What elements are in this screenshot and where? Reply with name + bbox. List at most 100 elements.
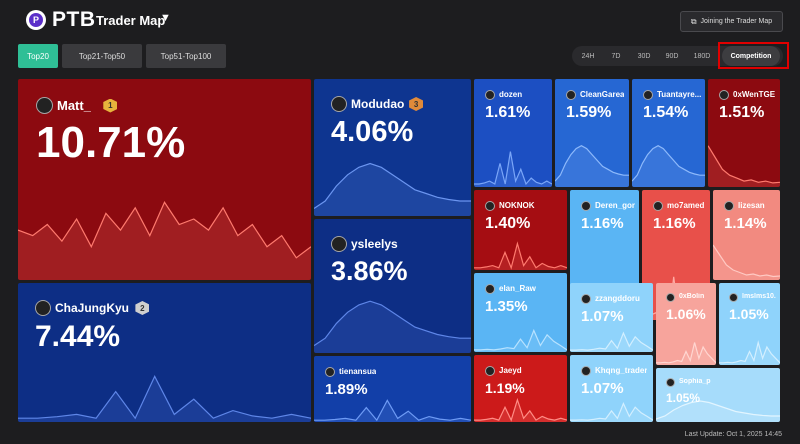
trader-tile-0xwentge[interactable]: 0xWenTGE 1.51%	[708, 79, 780, 187]
trader-name: ysleelys	[351, 237, 398, 251]
trader-name: Tuantayre...	[657, 90, 701, 99]
sparkline-area	[632, 145, 705, 187]
sparkline-line	[656, 342, 716, 364]
trader-tile-cleangarea[interactable]: CleanGarea 1.59%	[555, 79, 629, 187]
rank-badge-icon: 1	[103, 98, 118, 113]
sparkline-line	[314, 162, 471, 209]
tab-top21-top50[interactable]: Top21-Top50	[62, 44, 142, 68]
sparkline-line	[18, 201, 311, 259]
avatar	[581, 201, 591, 211]
tab-top51-top100[interactable]: Top51-Top100	[146, 44, 226, 68]
trader-tile-dozen[interactable]: dozen 1.61%	[474, 79, 552, 187]
trader-return-percent: 1.16%	[581, 215, 624, 232]
trader-tile-modudao[interactable]: Modudao 3 4.06%	[314, 79, 471, 216]
period-7d[interactable]: 7D	[611, 52, 621, 60]
trader-return-percent: 1.89%	[325, 381, 368, 398]
sparkline-chart	[656, 342, 716, 365]
sparkline-line	[570, 401, 653, 421]
trader-tile-ysleelys[interactable]: ysleelys 3.86%	[314, 219, 471, 353]
trader-return-percent: 1.61%	[485, 104, 531, 121]
trader-tile-elan-raw[interactable]: elan_Raw 1.35%	[474, 273, 567, 352]
trader-name: Sophia_p	[679, 378, 711, 385]
trader-return-percent: 1.40%	[485, 215, 531, 232]
sparkline-chart	[555, 145, 629, 187]
header: P PTB Trader Map ▼ ⧉ Joining the Trader …	[0, 0, 800, 40]
period-30d[interactable]: 30D	[637, 52, 651, 60]
trader-tile-khqng-trader[interactable]: Khqng_trader 1.07%	[570, 355, 653, 422]
rank-badge-icon: 2	[135, 301, 150, 315]
trader-return-percent: 10.71%	[36, 118, 186, 167]
sparkline-line	[656, 400, 780, 420]
trader-name: NOKNOK	[499, 201, 535, 210]
trader-name: Khqng_trader	[595, 366, 648, 375]
sparkline-line	[555, 145, 629, 182]
sparkline-area	[656, 401, 780, 422]
avatar	[643, 90, 653, 100]
sparkline-area	[314, 163, 471, 216]
sparkline-line	[632, 145, 705, 182]
sparkline-line	[474, 328, 567, 351]
trader-tile-jaeyd[interactable]: Jaeyd 1.19%	[474, 355, 567, 422]
trader-tile-matt[interactable]: Matt_ 1 10.71%	[18, 79, 311, 280]
trader-tile-tienansua[interactable]: tienansua 1.89%	[314, 356, 471, 422]
sparkline-chart	[713, 244, 780, 280]
sparkline-chart	[474, 328, 567, 352]
trader-tile-lmslms10[interactable]: lmslms10... 1.05%	[719, 283, 780, 365]
sparkline-chart	[570, 331, 653, 352]
sparkline-chart	[474, 151, 552, 187]
sparkline-area	[656, 342, 716, 365]
last-update: Last Update: Oct 1, 2025 14:45	[684, 431, 782, 438]
avatar	[581, 294, 591, 304]
trader-name: Jaeyd	[499, 366, 522, 375]
trader-tile-tuantayre[interactable]: Tuantayre... 1.54%	[632, 79, 705, 187]
join-trader-map-button[interactable]: ⧉ Joining the Trader Map	[680, 11, 783, 32]
caret-down-icon[interactable]: ▼	[160, 12, 171, 24]
sparkline-area	[314, 301, 471, 353]
sparkline-line	[474, 241, 567, 270]
sparkline-chart	[18, 375, 311, 422]
trader-tile-zzangddoru[interactable]: zzangddoru 1.07%	[570, 283, 653, 352]
period-24h[interactable]: 24H	[581, 52, 595, 60]
trader-return-percent: 1.35%	[485, 298, 528, 315]
trader-name: CleanGarea	[580, 90, 625, 99]
period-competition[interactable]: Competition	[722, 46, 780, 66]
trader-return-percent: 3.86%	[331, 256, 408, 286]
trader-return-percent: 1.16%	[653, 215, 696, 232]
trader-tile-noknok[interactable]: NOKNOK 1.40%	[474, 190, 567, 270]
trader-name: lizesan	[738, 201, 765, 210]
avatar	[581, 366, 591, 376]
page-title[interactable]: Trader Map	[96, 13, 166, 28]
avatar	[485, 201, 495, 211]
avatar	[666, 293, 675, 302]
sparkline-line	[570, 331, 653, 351]
ptb-logo-icon: P	[26, 10, 46, 30]
sparkline-area	[570, 333, 653, 352]
trader-return-percent: 4.06%	[331, 116, 414, 148]
trader-name: zzangddoru	[595, 294, 640, 303]
trader-tile-lizesan[interactable]: lizesan 1.14%	[713, 190, 780, 280]
period-180d[interactable]: 180D	[693, 52, 711, 60]
trader-return-percent: 1.51%	[719, 104, 765, 121]
sparkline-line	[474, 151, 552, 186]
sparkline-line	[708, 145, 780, 184]
sparkline-chart	[18, 201, 311, 280]
period-90d[interactable]: 90D	[665, 52, 679, 60]
tab-top20[interactable]: Top20	[18, 44, 58, 68]
period-selector: 24H 7D 30D 90D 180D Competition	[572, 46, 783, 66]
avatar	[719, 90, 729, 100]
sparkline-line	[474, 397, 567, 422]
trader-return-percent: 1.14%	[724, 215, 767, 232]
trader-tile-0xbolin[interactable]: 0xBolin 1.06%	[656, 283, 716, 365]
avatar	[729, 293, 738, 302]
trader-name: mo7amed	[667, 201, 705, 210]
trader-tile-chajungkyu[interactable]: ChaJungKyu 2 7.44%	[18, 283, 311, 422]
sparkline-area	[18, 376, 311, 422]
trader-name: elan_Raw	[499, 284, 536, 293]
sparkline-chart	[570, 401, 653, 422]
trader-name: 0xBolin	[679, 293, 705, 300]
avatar	[36, 97, 53, 114]
trader-tile-sophia-p[interactable]: Sophia_p 1.05%	[656, 368, 780, 422]
avatar	[325, 367, 335, 377]
avatar	[666, 378, 675, 387]
avatar	[331, 96, 347, 112]
